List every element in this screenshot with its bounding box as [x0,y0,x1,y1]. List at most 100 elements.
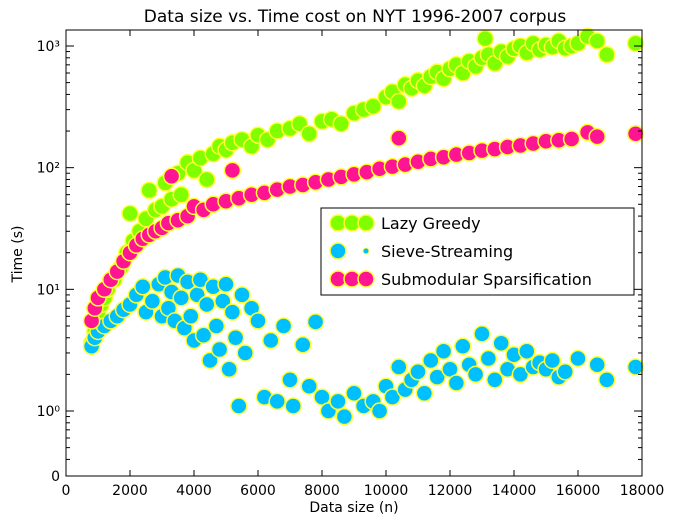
data-point [143,292,162,310]
data-point [223,303,242,321]
data-point [121,204,139,223]
x-tick-label: 14000 [492,483,537,499]
data-point [198,170,216,189]
data-point [626,125,645,143]
data-point [226,328,245,347]
legend: Lazy Greedy Sieve-Streaming Submodular Spa… [320,207,635,296]
x-axis: 0 2000 4000 6000 8000 10000 12000 14000 16000 180… [62,30,665,499]
x-tick-label: 18000 [620,483,665,499]
chart-title: Data size vs. Time cost on NYT 1996-2007… [144,7,567,27]
y-axis-title: Time (s) [10,226,26,284]
data-point [300,125,318,143]
data-point [383,388,402,406]
legend-marker [362,247,370,255]
x-tick-label: 10000 [364,483,409,499]
legend-item: Submodular Sparsification [329,270,592,289]
data-point [428,368,446,386]
data-point [194,326,213,344]
data-point [476,29,494,48]
data-point [556,363,574,381]
data-point [390,129,408,147]
data-point [230,397,248,415]
series-2 [82,123,645,330]
data-point [214,292,232,310]
data-point [415,384,434,402]
data-point [562,130,581,148]
data-point [306,313,325,331]
data-point [274,317,293,335]
data-point [223,161,242,180]
data-point [284,397,302,415]
data-point [262,331,280,350]
y-tick-label: 10¹ [37,282,60,298]
data-point [364,97,382,115]
data-point [207,317,226,335]
data-point [598,371,616,389]
x-tick-label: 8000 [304,483,340,499]
plot-area [82,27,645,426]
data-point [140,181,158,200]
data-point [626,34,645,53]
y-tick-label: 10² [37,161,60,177]
data-point [335,407,354,426]
data-point [422,351,440,370]
x-tick-label: 0 [62,483,71,499]
data-point [370,402,389,420]
data-point [486,371,504,389]
x-tick-label: 6000 [240,483,276,499]
x-axis-title: Data size (n) [309,500,398,516]
data-point [598,45,616,64]
legend-label: Sieve-Streaming [381,242,513,261]
legend-marker [357,270,375,288]
y-axis: 10⁰ 10¹ 10² 10³ 0 [37,39,642,485]
data-point [588,355,606,374]
legend-label: Lazy Greedy [381,214,481,233]
data-point [268,392,286,411]
data-point [198,295,216,314]
data-point [162,167,181,186]
data-point [543,351,562,370]
data-point [518,342,536,360]
data-point [281,371,299,389]
data-point [588,127,606,146]
legend-marker [329,242,347,260]
data-point [236,344,254,362]
data-point [345,384,363,402]
series-1 [82,266,645,426]
data-point [626,358,645,376]
data-point [390,92,408,111]
data-point [332,114,350,133]
data-point [220,360,238,379]
legend-label: Submodular Sparsification [381,270,592,289]
data-point [233,286,251,304]
data-point [294,336,312,354]
data-point [329,392,347,411]
data-point [300,377,318,395]
legend-item: Lazy Greedy [329,214,481,233]
data-point [447,374,466,392]
data-point [479,349,498,368]
data-point [182,307,200,326]
data-point [454,337,472,356]
x-tick-label: 2000 [112,483,148,499]
data-point [511,365,530,384]
legend-marker [357,214,375,232]
data-point [588,32,606,50]
y-tick-label: 10³ [37,39,60,55]
data-point [473,325,491,343]
x-tick-label: 16000 [556,483,601,499]
y-zero-label: 0 [51,469,60,485]
data-point [134,278,152,296]
data-point [249,312,267,330]
y-tick-label: 10⁰ [37,404,61,420]
data-point [172,289,190,307]
x-tick-label: 4000 [176,483,212,499]
data-point [201,351,219,370]
x-tick-label: 12000 [428,483,473,499]
data-point [492,334,510,353]
data-point [210,340,229,359]
legend-item: Sieve-Streaming [329,242,513,261]
data-point [217,275,235,294]
data-point [569,349,587,368]
